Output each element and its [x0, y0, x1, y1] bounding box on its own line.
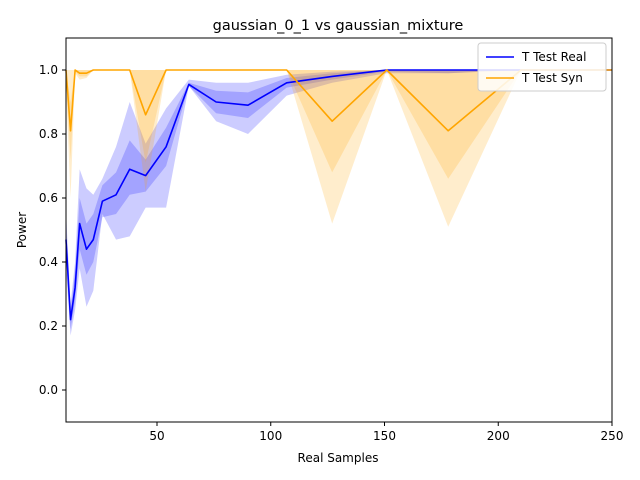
y-tick-label: 0.8 — [39, 127, 58, 141]
confidence-bands — [66, 70, 612, 336]
legend-label: T Test Real — [521, 50, 586, 64]
plot-frame — [65, 37, 613, 423]
t-test-real-line — [65, 69, 612, 321]
y-tick-label: 0.4 — [39, 255, 58, 269]
legend-label: T Test Syn — [521, 71, 583, 85]
t-test-syn-line — [65, 69, 612, 132]
x-tick-label: 100 — [259, 429, 282, 443]
x-tick-label: 250 — [601, 429, 624, 443]
series-lines — [65, 69, 613, 321]
y-axis-label: Power — [15, 212, 29, 248]
legend: T Test Real T Test Syn — [477, 42, 607, 92]
y-tick-label: 1.0 — [39, 63, 58, 77]
y-tick-label: 0.2 — [39, 319, 58, 333]
x-tick-label: 50 — [149, 429, 164, 443]
t-test-syn-outer-band — [66, 70, 612, 227]
axes: 50 100 150 200 250 0.0 0.2 0.4 0.6 0.8 1.0 — [39, 37, 624, 443]
x-axis-label: Real Samples — [298, 451, 379, 465]
y-tick-label: 0.0 — [39, 383, 58, 397]
legend-box — [477, 42, 607, 92]
t-test-syn-inner-band — [66, 70, 612, 179]
x-tick-label: 200 — [487, 429, 510, 443]
x-tick-label: 150 — [373, 429, 396, 443]
chart-title: gaussian_0_1 vs gaussian_mixture — [213, 18, 464, 34]
y-tick-label: 0.6 — [39, 191, 58, 205]
